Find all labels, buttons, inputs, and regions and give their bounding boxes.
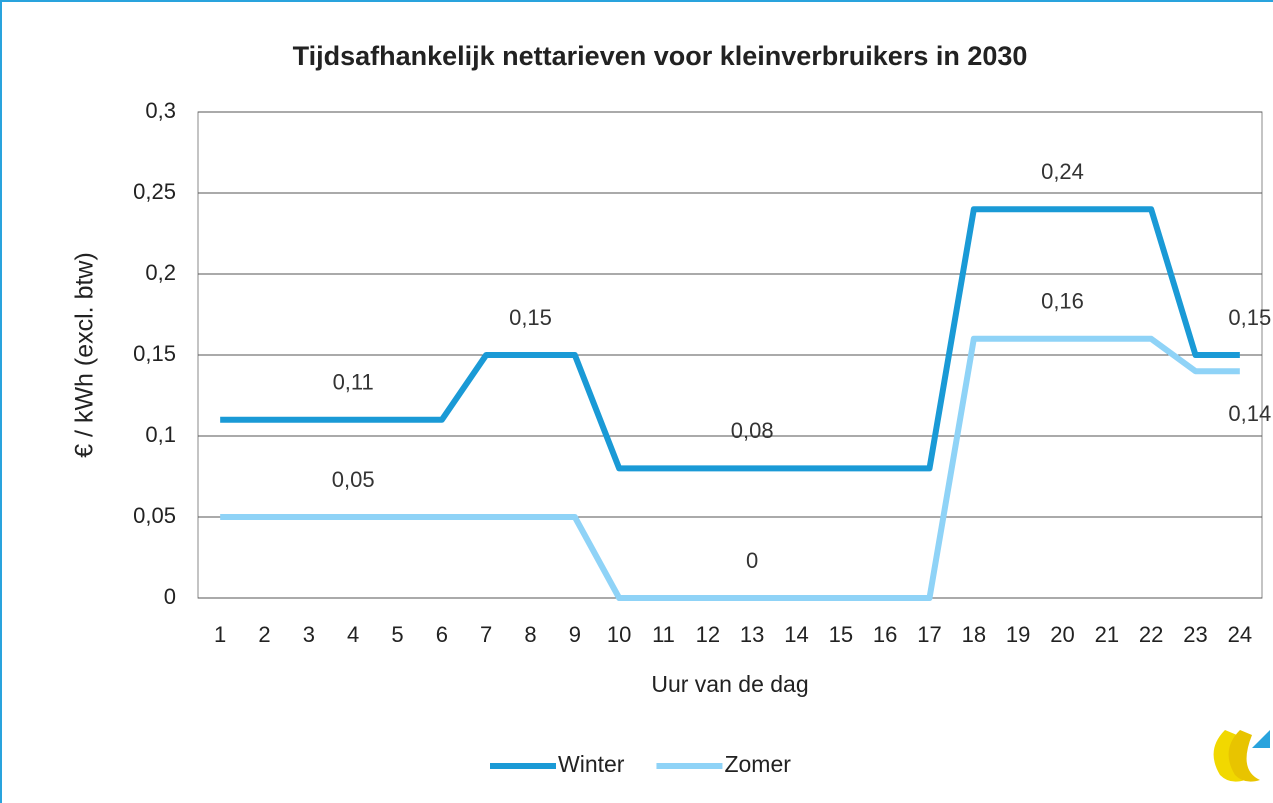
x-tick-label: 13: [740, 622, 764, 647]
x-tick-label: 10: [607, 622, 631, 647]
y-tick-label: 0: [164, 584, 176, 609]
x-tick-label: 23: [1183, 622, 1207, 647]
x-tick-label: 22: [1139, 622, 1163, 647]
data-label: 0,15: [1228, 305, 1271, 330]
data-label: 0,14: [1228, 401, 1271, 426]
x-tick-label: 9: [569, 622, 581, 647]
x-tick-label: 20: [1050, 622, 1074, 647]
legend-label: Winter: [558, 751, 625, 777]
data-label: 0,15: [509, 305, 552, 330]
line-series: [220, 335, 1240, 601]
x-tick-label: 12: [696, 622, 720, 647]
x-tick-label: 14: [784, 622, 808, 647]
x-tick-label: 7: [480, 622, 492, 647]
y-tick-label: 0,05: [133, 503, 176, 528]
x-tick-label: 2: [258, 622, 270, 647]
x-tick-label: 16: [873, 622, 897, 647]
x-tick-label: 24: [1228, 622, 1252, 647]
chart-title: Tijdsafhankelijk nettarieven voor kleinv…: [293, 41, 1028, 71]
data-label: 0,05: [332, 467, 375, 492]
y-tick-label: 0,2: [145, 260, 176, 285]
line-series: [220, 206, 1240, 472]
x-tick-label: 8: [524, 622, 536, 647]
x-tick-label: 21: [1095, 622, 1119, 647]
x-tick-label: 15: [829, 622, 853, 647]
y-tick-label: 0,1: [145, 422, 176, 447]
x-tick-label: 5: [391, 622, 403, 647]
data-label: 0,08: [731, 418, 774, 443]
y-tick-label: 0,25: [133, 179, 176, 204]
x-axis-label: Uur van de dag: [651, 671, 808, 697]
data-label: 0: [746, 548, 758, 573]
y-axis-label: € / kWh (excl. btw): [71, 252, 99, 458]
x-tick-label: 3: [303, 622, 315, 647]
data-label: 0,11: [333, 370, 374, 395]
y-tick-label: 0,3: [145, 98, 176, 123]
x-tick-label: 6: [436, 622, 448, 647]
x-tick-label: 17: [917, 622, 941, 647]
data-label: 0,24: [1041, 159, 1084, 184]
x-tick-label: 11: [652, 622, 675, 647]
x-tick-label: 4: [347, 622, 359, 647]
data-label: 0,16: [1041, 289, 1084, 314]
y-tick-label: 0,15: [133, 341, 176, 366]
x-tick-label: 1: [214, 622, 226, 647]
x-tick-label: 19: [1006, 622, 1030, 647]
logo: [1213, 730, 1270, 782]
x-tick-label: 18: [962, 622, 986, 647]
legend-label: Zomer: [724, 751, 791, 777]
